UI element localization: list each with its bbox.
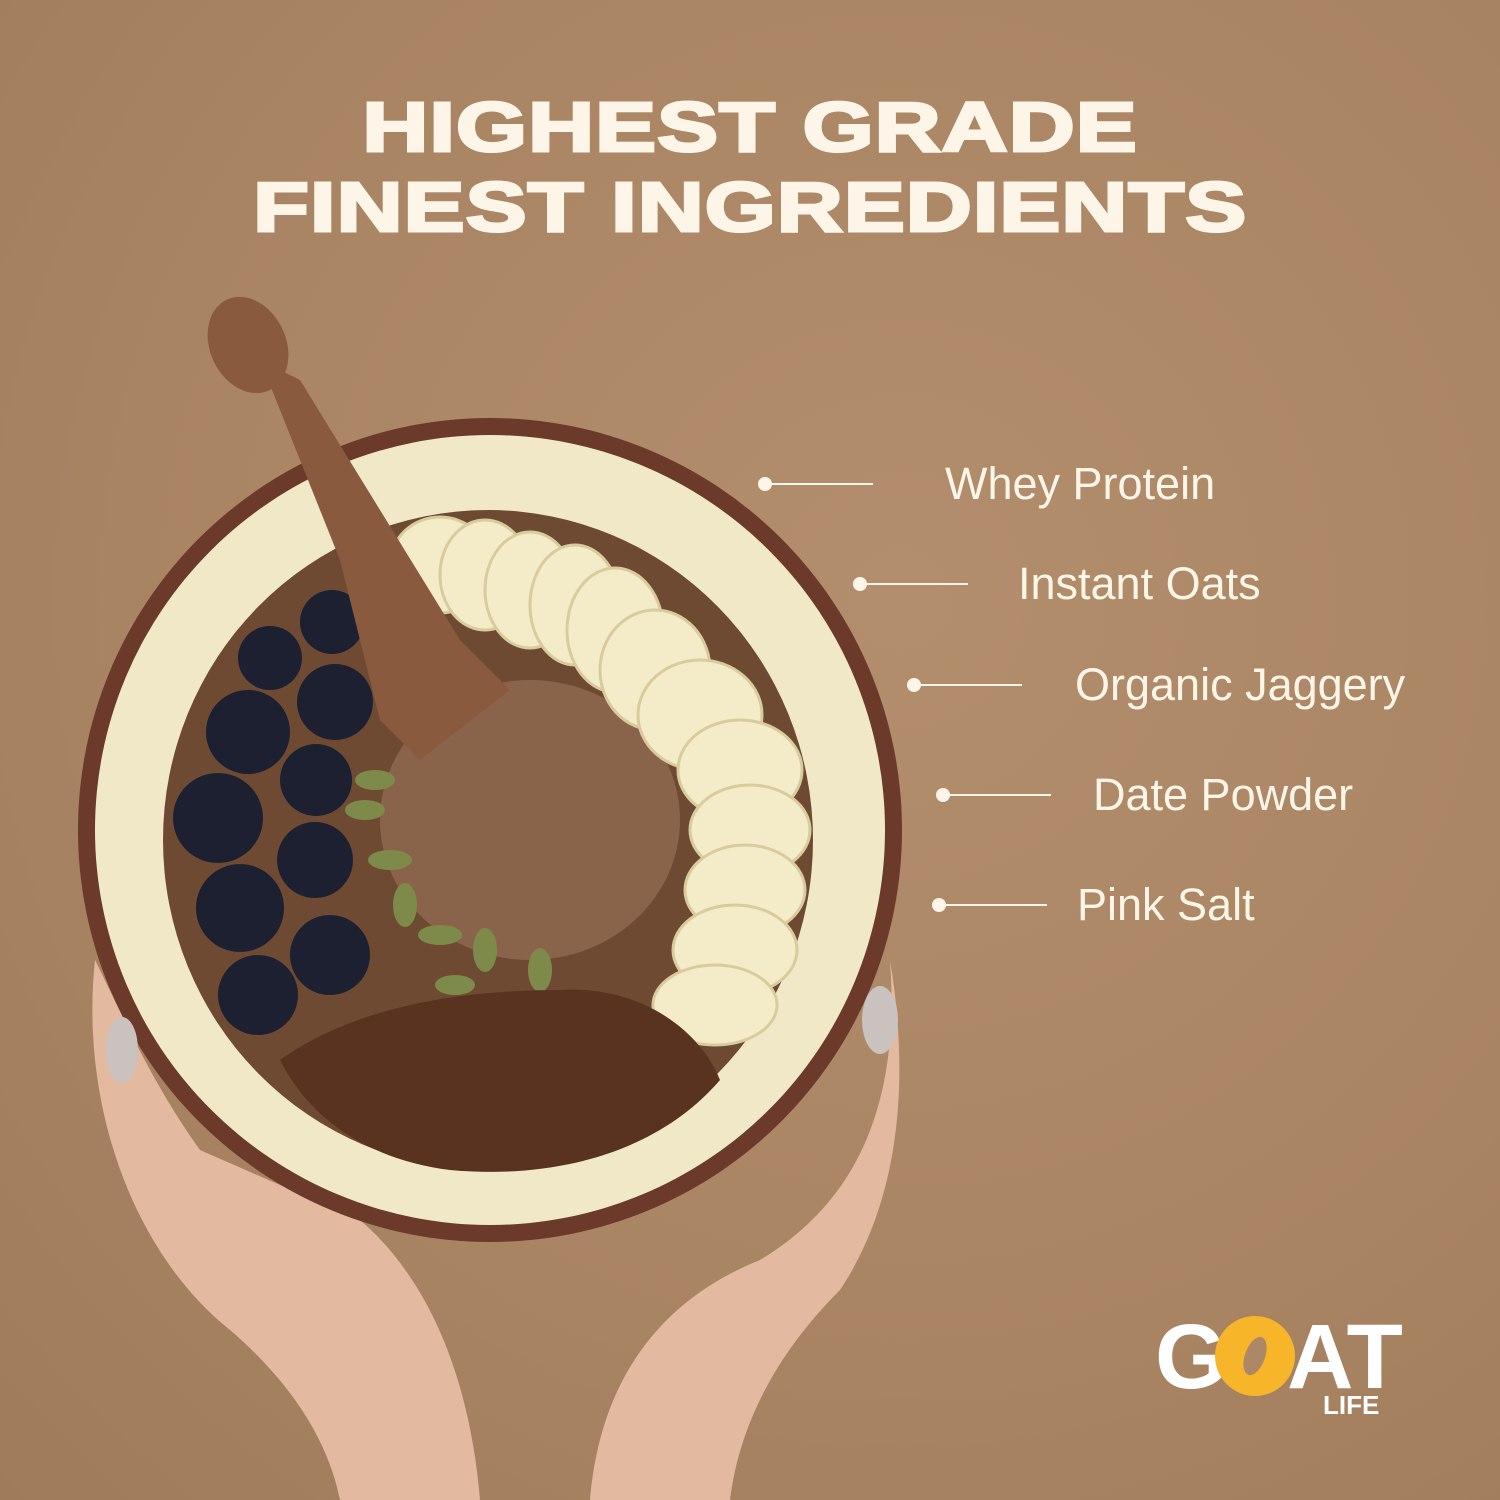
logo-g: G	[1155, 1310, 1227, 1408]
banana-slices	[388, 515, 812, 1047]
callout-line	[765, 483, 873, 485]
granola	[280, 989, 720, 1172]
goat-life-logo: G AT LIFE	[1155, 1310, 1403, 1420]
callout-line	[939, 904, 1047, 906]
ingredient-label: Date Powder	[1093, 769, 1354, 820]
pumpkin-seeds	[345, 770, 552, 995]
blueberries	[173, 590, 373, 1035]
ingredient-label: Instant Oats	[1018, 558, 1261, 609]
callout-line	[860, 583, 968, 585]
headline-line-1: HIGHEST GRADE	[360, 88, 1138, 166]
callout-line	[943, 794, 1051, 796]
ingredient-label: Whey Protein	[945, 458, 1216, 509]
logo-at: AT	[1287, 1310, 1403, 1408]
ingredient-label: Pink Salt	[1077, 879, 1255, 930]
hands	[92, 960, 900, 1500]
wooden-spoon	[207, 296, 510, 760]
headline-line-2: FINEST INGREDIENTS	[251, 168, 1248, 246]
ingredient-label: Organic Jaggery	[1075, 659, 1406, 710]
logo-life: LIFE	[1323, 1390, 1379, 1420]
callout-line	[914, 684, 1022, 686]
